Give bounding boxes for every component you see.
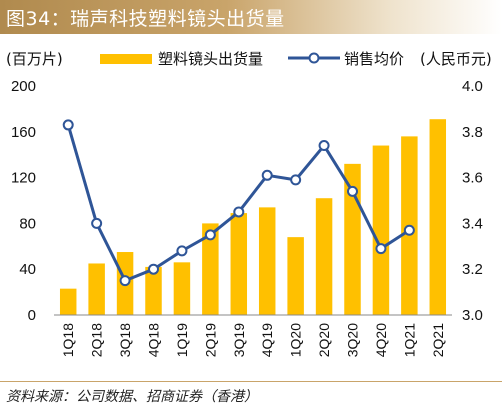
left-axis-unit: (百万片) xyxy=(6,50,63,68)
bar-2Q18 xyxy=(88,263,105,315)
bar-1Q18 xyxy=(59,288,77,315)
right-tick-label: 3.2 xyxy=(462,261,483,278)
bar-1Q20 xyxy=(287,237,304,315)
x-tick-label: 4Q18 xyxy=(146,323,162,357)
source-divider xyxy=(0,381,502,382)
asp-point-3Q19 xyxy=(233,206,245,218)
asp-point-2Q19 xyxy=(204,229,216,241)
left-tick-label: 80 xyxy=(19,215,36,232)
bar-2Q19 xyxy=(202,223,219,315)
asp-point-2Q18 xyxy=(91,217,103,229)
right-tick-label: 4.0 xyxy=(462,78,483,95)
asp-point-4Q20 xyxy=(375,243,387,255)
asp-point-4Q19 xyxy=(261,169,273,181)
legend-line-swatch xyxy=(288,52,340,64)
bar-2Q21 xyxy=(429,119,447,315)
x-tick-label: 1Q19 xyxy=(174,323,190,357)
bar-1Q19 xyxy=(173,262,191,315)
asp-point-1Q18 xyxy=(62,119,74,131)
right-tick-label: 3.4 xyxy=(462,215,483,232)
legend-bar-swatch xyxy=(100,54,152,64)
x-tick-label: 3Q19 xyxy=(231,323,247,357)
left-tick-label: 0 xyxy=(28,307,36,324)
asp-point-4Q18 xyxy=(148,263,159,275)
x-tick-label: 3Q18 xyxy=(117,323,133,357)
bar-4Q18 xyxy=(145,266,162,315)
legend-bar-label: 塑料镜头出货量 xyxy=(158,50,264,68)
asp-point-2Q20 xyxy=(318,140,330,152)
bar-4Q20 xyxy=(372,145,390,315)
bar-2Q20 xyxy=(315,198,333,315)
asp-point-3Q18 xyxy=(119,275,131,287)
left-tick-label: 160 xyxy=(11,124,36,141)
left-tick-label: 200 xyxy=(11,78,36,95)
asp-point-1Q21 xyxy=(403,224,415,236)
right-tick-label: 3.0 xyxy=(462,307,483,324)
bar-3Q19 xyxy=(230,213,248,315)
x-tick-label: 1Q18 xyxy=(60,323,76,357)
x-tick-label: 2Q21 xyxy=(430,323,446,357)
x-tick-label: 4Q19 xyxy=(259,323,275,357)
asp-point-3Q20 xyxy=(347,185,358,197)
right-tick-label: 3.6 xyxy=(462,170,483,187)
source-note: 资料来源：公司数据、招商证券（香港） xyxy=(6,389,258,405)
x-tick-label: 4Q20 xyxy=(373,323,389,357)
right-tick-label: 3.8 xyxy=(462,124,483,141)
bar-4Q19 xyxy=(258,207,276,315)
x-tick-label: 3Q20 xyxy=(345,323,361,357)
legend-line-label: 销售均价 xyxy=(344,50,405,68)
asp-point-1Q19 xyxy=(176,245,188,257)
x-tick-label: 1Q20 xyxy=(288,323,304,357)
x-tick-label: 2Q18 xyxy=(89,323,105,357)
combo-chart: 0 40 80 120 160 200 3.0 3.2 3.4 3.6 3.8 4.0 1Q18 2Q18… xyxy=(11,78,483,357)
title-band: 图34：瑞声科技塑料镜头出货量 xyxy=(0,0,502,34)
left-tick-label: 120 xyxy=(11,170,36,187)
asp-point-1Q20 xyxy=(290,174,302,186)
x-tick-label: 2Q19 xyxy=(202,323,218,357)
x-tick-label: 1Q21 xyxy=(401,323,417,357)
x-tick-label: 2Q20 xyxy=(316,323,332,357)
figure-title: 图34：瑞声科技塑料镜头出货量 xyxy=(6,8,285,30)
left-tick-label: 40 xyxy=(19,261,36,278)
right-axis-unit: (人民币元) xyxy=(420,50,492,68)
